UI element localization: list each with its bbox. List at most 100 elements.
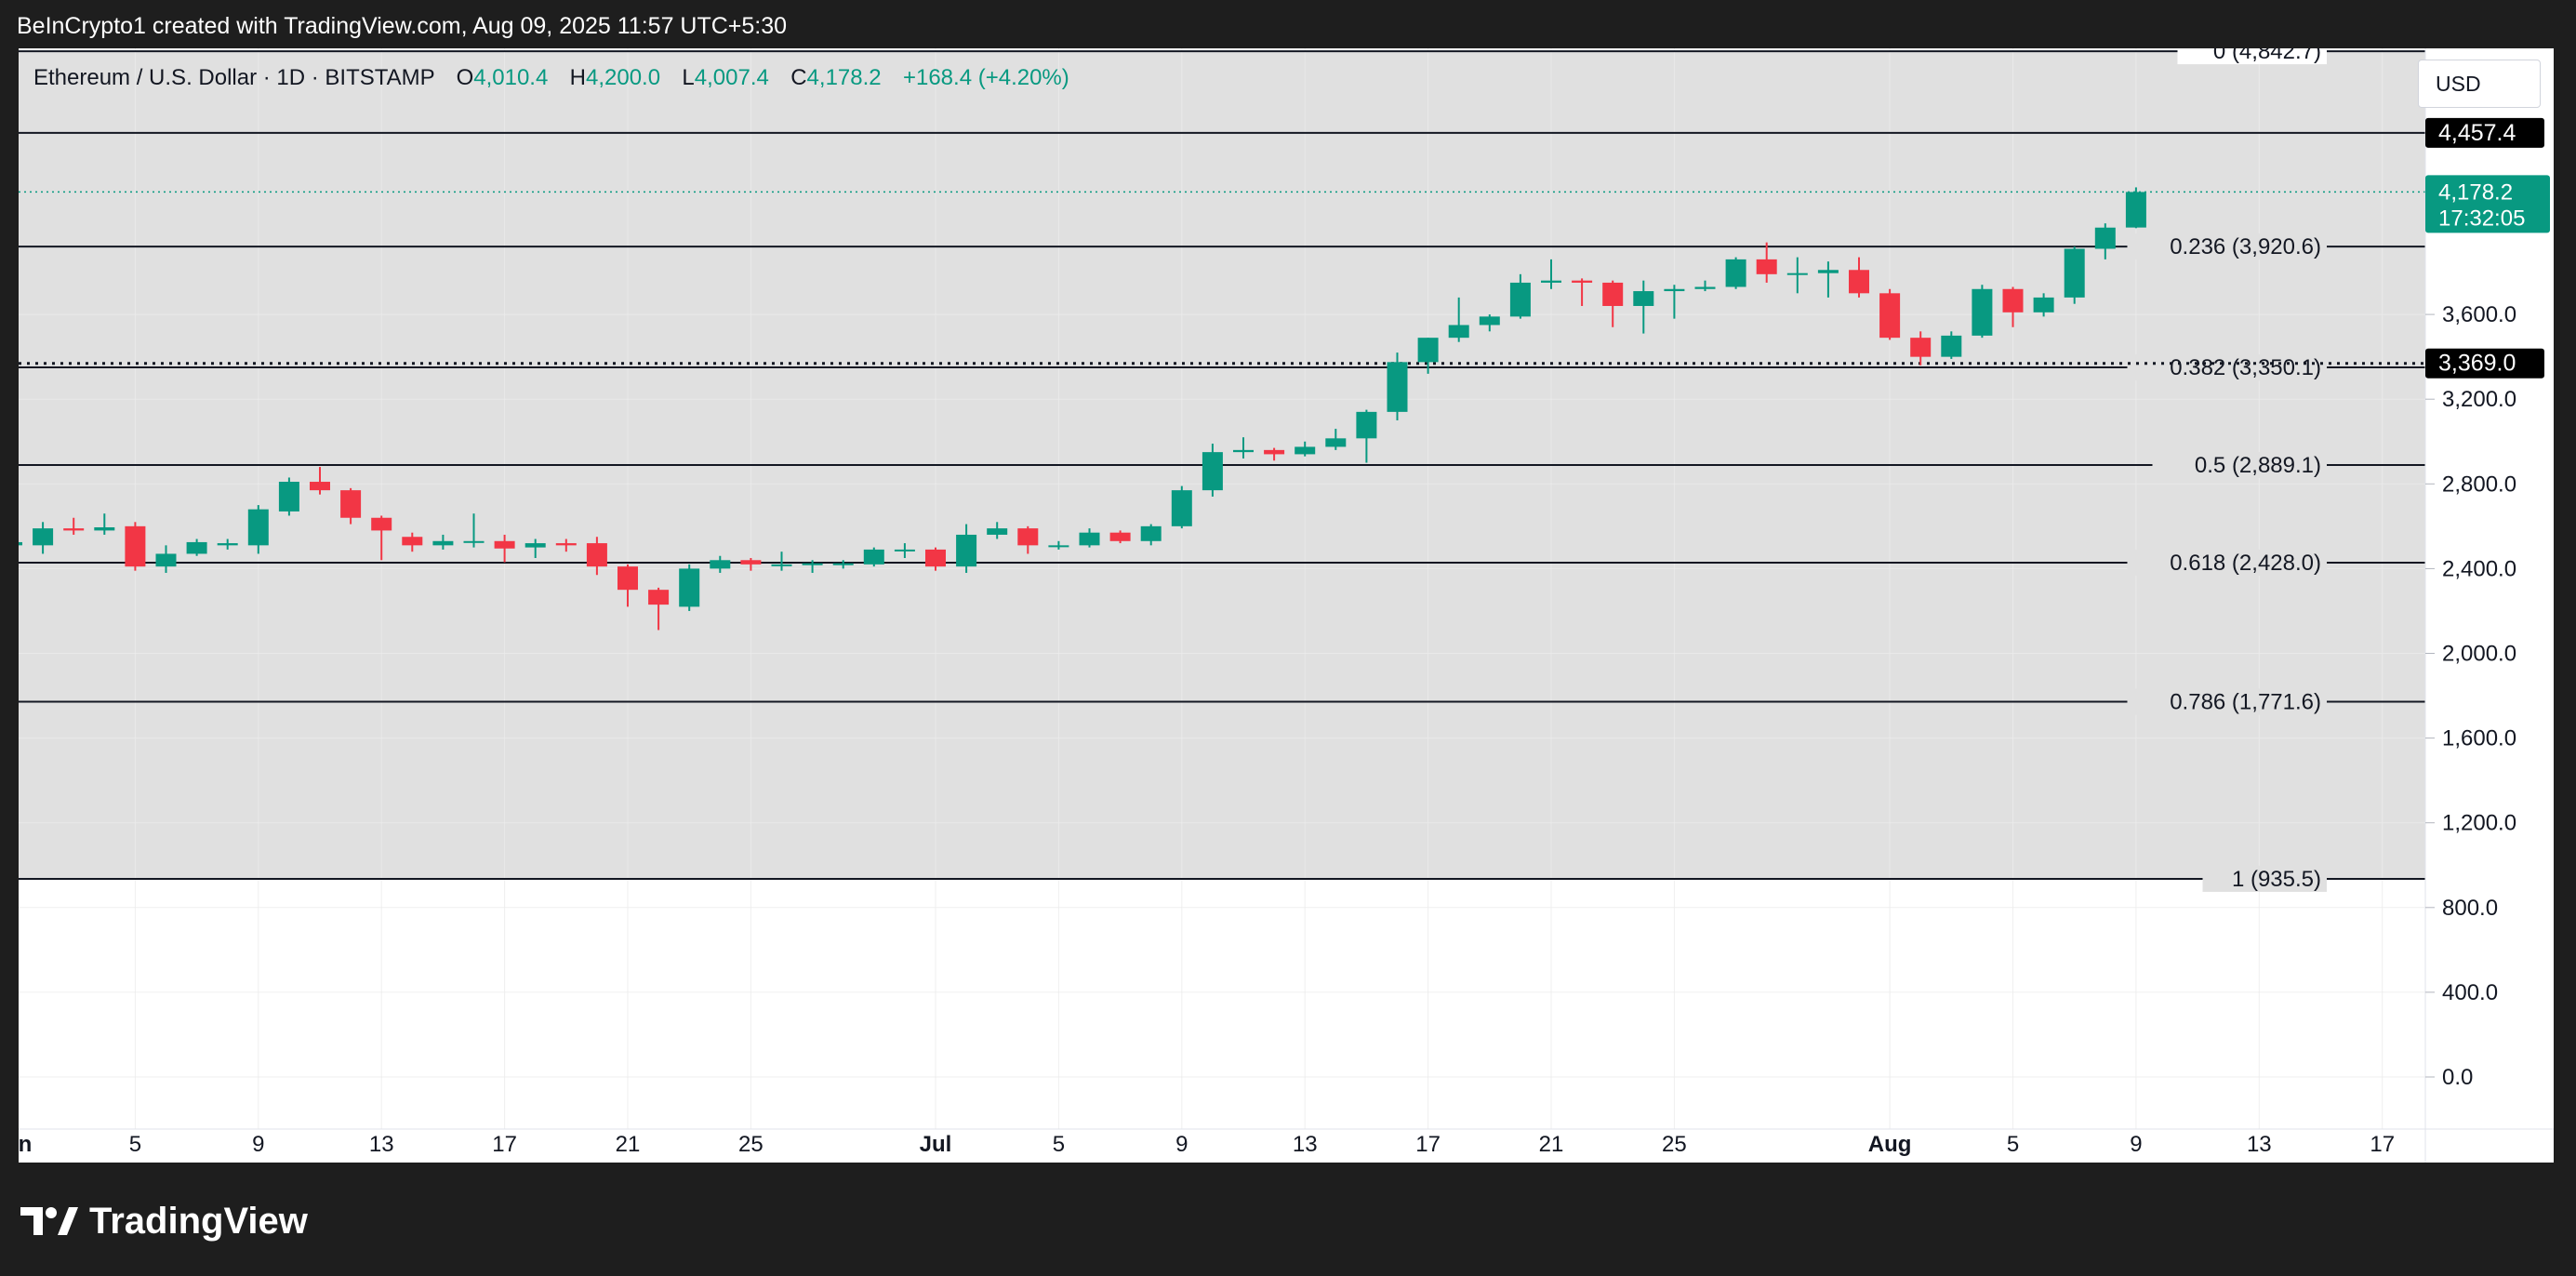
tradingview-logo-icon: [20, 1207, 78, 1235]
fib-label-bg: [2177, 48, 2327, 65]
x-tick-label: Jun: [19, 1132, 32, 1157]
candle-body: [863, 549, 884, 565]
last-price-tag-bg: [2425, 175, 2550, 233]
x-tick-label: 9: [2130, 1132, 2142, 1157]
high-value: 4,200.0: [586, 65, 661, 90]
candle-body: [278, 482, 299, 512]
candle-body: [33, 528, 54, 546]
candle-body: [1509, 282, 1531, 317]
candle-body: [1879, 293, 1901, 339]
candle-body: [1694, 286, 1716, 289]
candle-body: [1817, 270, 1839, 273]
candle-body: [925, 549, 946, 567]
candle-body: [494, 540, 515, 549]
candle-body: [1233, 449, 1254, 453]
y-tick-label: 1,600.0: [2442, 726, 2516, 751]
candle-body: [648, 590, 670, 605]
fib-label-bg: [2152, 452, 2327, 479]
tradingview-brand[interactable]: TradingView: [20, 1200, 308, 1243]
candle-body: [1079, 532, 1100, 546]
candle-body: [1602, 282, 1624, 306]
candle-body: [1417, 338, 1439, 363]
close-label: C: [790, 65, 807, 90]
candle-body: [956, 534, 977, 567]
candle-body: [463, 540, 485, 543]
candle-body: [1941, 335, 1962, 357]
candle-body: [832, 563, 854, 565]
fib-label: 0.786 (1,771.6): [2170, 690, 2321, 715]
candle-body: [1633, 291, 1654, 306]
x-tick-label: Jul: [920, 1132, 952, 1157]
resistance-tag: 4,457.4: [2438, 120, 2516, 146]
candle-body: [340, 490, 362, 518]
candle-body: [1171, 490, 1192, 526]
candle-body: [432, 540, 454, 546]
brand-name: TradingView: [89, 1200, 308, 1242]
countdown-tag: 17:32:05: [2438, 206, 2525, 231]
candle-body: [1295, 446, 1316, 455]
candle-body: [247, 509, 269, 546]
fib-label: 0 (4,842.7): [2213, 48, 2321, 64]
candle-body: [771, 564, 792, 566]
fib-label-bg: [2202, 865, 2327, 892]
candle-body: [1756, 259, 1777, 274]
y-tick-label: 0.0: [2442, 1065, 2473, 1090]
candle-body: [1048, 545, 1069, 548]
x-tick-label: 5: [1053, 1132, 1065, 1157]
y-tick-label: 2,400.0: [2442, 556, 2516, 581]
low-label: L: [682, 65, 695, 90]
candle-body: [1786, 272, 1808, 275]
candle-body: [2033, 297, 2054, 312]
y-tick-label: 400.0: [2442, 980, 2498, 1005]
fib-label-bg: [2127, 354, 2327, 381]
candle-body: [2064, 248, 2085, 298]
support-tag: 3,369.0: [2438, 351, 2516, 377]
candle-body: [1541, 280, 1561, 283]
support-tag-bg: [2425, 348, 2544, 379]
candlestick-chart[interactable]: 0 (4,842.7) 0.236 (3,920.6) 0.382 (3,350.1…: [19, 48, 2554, 1163]
candle-body: [217, 543, 238, 546]
x-tick-label: Aug: [1868, 1132, 1912, 1157]
symbol-name: Ethereum / U.S. Dollar · 1D · BITSTAMP: [33, 65, 435, 90]
candle-body: [1356, 411, 1377, 439]
candle-body: [1264, 449, 1285, 455]
candle-body: [740, 560, 762, 565]
candle-body: [1664, 288, 1685, 292]
candle-body: [1109, 532, 1131, 541]
candle-body: [186, 541, 207, 554]
candle-body: [63, 528, 85, 531]
candle-body: [94, 526, 115, 531]
high-label: H: [569, 65, 586, 90]
candle-body: [2002, 288, 2024, 312]
fib-label: 0.236 (3,920.6): [2170, 234, 2321, 259]
candle-body: [555, 543, 577, 546]
candle-body: [802, 563, 823, 565]
x-tick-label: 5: [129, 1132, 141, 1157]
fib-label: 1 (935.5): [2232, 867, 2321, 892]
candle-body: [371, 517, 392, 531]
currency-selector[interactable]: USD: [2418, 60, 2541, 108]
candle-body: [679, 568, 700, 607]
fib-label-bg: [2127, 233, 2327, 260]
candle-body: [617, 566, 638, 591]
x-tick-label: 17: [2370, 1132, 2395, 1157]
candle-body: [524, 543, 546, 548]
candle-body: [1572, 280, 1593, 283]
candle-body: [1387, 362, 1408, 412]
open-label: O: [456, 65, 474, 90]
candle-body: [894, 549, 915, 552]
candle-body: [1725, 259, 1746, 287]
x-tick-label: 5: [2007, 1132, 2019, 1157]
x-tick-label: 25: [738, 1132, 764, 1157]
symbol-legend: Ethereum / U.S. Dollar · 1D · BITSTAMP O…: [33, 65, 1069, 91]
change-value: +168.4 (+4.20%): [902, 65, 1069, 90]
candle-body: [1202, 452, 1223, 491]
candle-body: [125, 525, 146, 567]
candle-body: [987, 528, 1008, 535]
candle-body: [2094, 227, 2116, 249]
candle-body: [402, 537, 423, 546]
last-price-tag: 4,178.2: [2438, 179, 2513, 205]
y-tick-label: 800.0: [2442, 896, 2498, 921]
chart-panel[interactable]: 0 (4,842.7) 0.236 (3,920.6) 0.382 (3,350.1…: [19, 48, 2554, 1163]
candle-body: [1849, 270, 1869, 294]
